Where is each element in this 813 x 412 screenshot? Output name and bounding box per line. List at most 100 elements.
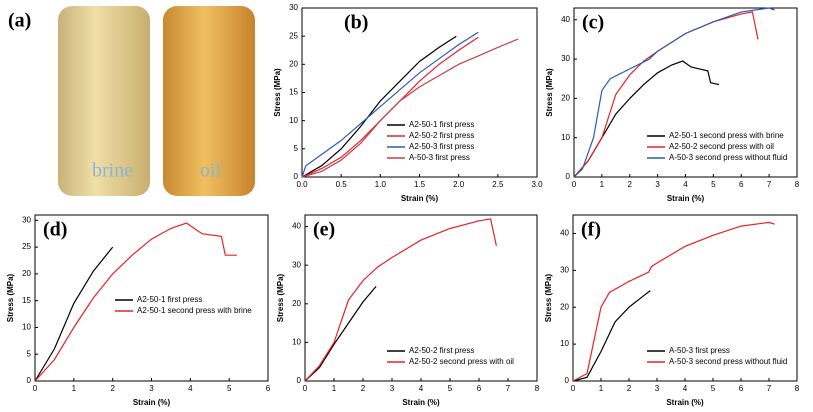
legend-label: A2-50-1 second press with brine — [669, 131, 784, 140]
x-tick-label: 5 — [711, 384, 716, 393]
legend-label: A2-50-2 first press — [409, 346, 474, 355]
x-tick-label: 1.0 — [375, 180, 387, 189]
x-tick-label: 1 — [600, 180, 605, 189]
y-axis-title: Stress (MPa) — [545, 68, 554, 117]
panel-label: (c) — [582, 12, 604, 34]
y-tick-label: 40 — [560, 229, 569, 238]
panel-label: (d) — [43, 219, 67, 241]
y-tick-label: 0 — [27, 376, 32, 385]
x-tick-label: 5 — [711, 180, 716, 189]
y-tick-label: 20 — [292, 299, 301, 308]
x-tick-label: 4 — [188, 384, 193, 393]
x-tick-label: 2.5 — [492, 180, 504, 189]
x-tick-label: 1.5 — [414, 180, 426, 189]
y-tick-label: 30 — [292, 260, 301, 269]
x-tick-label: 6 — [266, 384, 271, 393]
x-tick-label: 6 — [739, 180, 744, 189]
legend-label: A-50-3 second press without fluid — [669, 357, 787, 366]
legend-label: A2-50-3 first press — [409, 142, 474, 151]
data-line — [301, 38, 519, 178]
legend-label: A-50-3 first press — [409, 153, 470, 162]
y-tick-label: 20 — [289, 59, 298, 68]
panel-label: (f) — [581, 219, 601, 241]
data-line — [34, 246, 114, 382]
x-tick-label: 4 — [683, 180, 688, 189]
data-line — [572, 290, 651, 382]
panel-label: (e) — [313, 219, 335, 241]
legend-label: A-50-3 second press without fluid — [669, 153, 787, 162]
x-tick-label: 7 — [506, 384, 511, 393]
data-line — [304, 218, 497, 382]
y-tick-label: 30 — [560, 265, 569, 274]
legend-label: A2-50-2 second press with oil — [409, 357, 514, 366]
x-tick-label: 2.0 — [453, 180, 465, 189]
panel-label: (a) — [8, 10, 31, 32]
y-tick-label: 30 — [561, 54, 570, 63]
data-line — [572, 221, 775, 382]
y-tick-label: 0 — [297, 376, 302, 385]
y-tick-label: 40 — [292, 222, 301, 231]
x-tick-label: 0 — [572, 180, 577, 189]
x-tick-label: 0 — [303, 384, 308, 393]
x-tick-label: 6 — [477, 384, 482, 393]
annotation: brine — [92, 160, 133, 182]
panel-label: (b) — [344, 12, 368, 34]
y-tick-label: 10 — [289, 116, 298, 125]
legend-label: A2-50-2 second press with oil — [669, 142, 774, 151]
y-tick-label: 20 — [22, 269, 31, 278]
x-tick-label: 5 — [227, 384, 232, 393]
y-tick-label: 25 — [22, 242, 31, 251]
x-axis-title: Strain (%) — [401, 194, 439, 203]
data-line — [301, 31, 479, 178]
legend-label: A-50-3 first press — [669, 346, 730, 355]
data-line — [301, 35, 457, 178]
y-tick-label: 30 — [22, 215, 31, 224]
y-tick-label: 10 — [292, 338, 301, 347]
x-tick-label: 0 — [571, 384, 576, 393]
x-tick-label: 2 — [627, 384, 632, 393]
x-tick-label: 0.5 — [336, 180, 348, 189]
x-tick-label: 3 — [655, 180, 660, 189]
data-line — [573, 7, 775, 178]
legend-label: A2-50-1 second press with brine — [137, 306, 252, 315]
x-tick-label: 3 — [655, 384, 660, 393]
y-tick-label: 20 — [560, 302, 569, 311]
y-tick-label: 10 — [22, 323, 31, 332]
brine-sample — [58, 6, 150, 196]
y-tick-label: 15 — [289, 88, 298, 97]
y-tick-label: 0 — [565, 376, 570, 385]
legend-label: A2-50-1 first press — [137, 295, 202, 304]
x-axis-title: Strain (%) — [402, 398, 440, 407]
y-axis-title: Stress (MPa) — [276, 273, 285, 322]
x-tick-label: 7 — [767, 180, 772, 189]
x-tick-label: 8 — [795, 384, 800, 393]
x-tick-label: 2 — [361, 384, 366, 393]
x-tick-label: 0.0 — [296, 180, 308, 189]
x-tick-label: 2 — [628, 180, 633, 189]
x-tick-label: 3 — [149, 384, 154, 393]
x-tick-label: 2 — [110, 384, 115, 393]
y-tick-label: 25 — [289, 31, 298, 40]
data-line — [34, 222, 237, 382]
x-axis-title: Strain (%) — [667, 194, 705, 203]
x-tick-label: 7 — [767, 384, 772, 393]
annotation: oil — [200, 160, 222, 182]
oil-sample — [163, 6, 255, 196]
y-tick-label: 40 — [561, 15, 570, 24]
y-axis-title: Stress (MPa) — [273, 68, 282, 117]
photo-panel: (a) brine oil — [0, 0, 270, 200]
x-axis-title: Strain (%) — [666, 398, 704, 407]
x-tick-label: 1 — [599, 384, 604, 393]
y-tick-label: 5 — [294, 144, 299, 153]
x-tick-label: 0 — [33, 384, 38, 393]
y-tick-label: 15 — [22, 296, 31, 305]
y-tick-label: 10 — [561, 133, 570, 142]
data-line — [573, 11, 759, 178]
legend-label: A2-50-1 first press — [409, 120, 474, 129]
x-tick-label: 8 — [535, 384, 540, 393]
x-tick-label: 3 — [390, 384, 395, 393]
x-tick-label: 8 — [795, 180, 800, 189]
y-tick-label: 10 — [560, 339, 569, 348]
x-tick-label: 4 — [683, 384, 688, 393]
x-axis-title: Strain (%) — [133, 398, 171, 407]
